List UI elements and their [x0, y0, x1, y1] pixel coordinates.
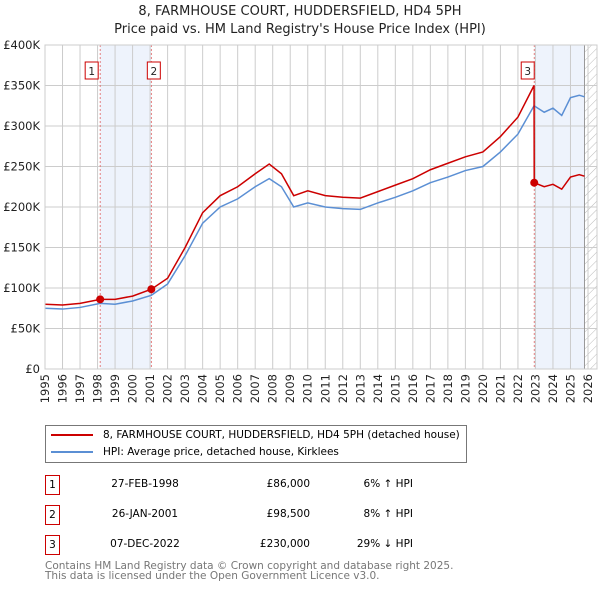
- y-tick-label: £400K: [3, 38, 40, 52]
- transaction-row: 3 07-DEC-2022 £230,000 29% ↓ HPI: [45, 535, 445, 555]
- x-tick-label: 2011: [318, 374, 332, 403]
- chart-subtitle: Price paid vs. HM Land Registry's House …: [114, 22, 486, 37]
- x-tick-label: 2006: [231, 374, 245, 403]
- x-tick-label: 2018: [441, 374, 455, 403]
- sale-price: £86,000: [266, 478, 310, 490]
- x-tick-label: 2008: [266, 374, 280, 403]
- legend-swatch: [51, 451, 93, 453]
- x-tick-label: 2019: [458, 374, 472, 403]
- y-tick-label: £350K: [3, 79, 40, 93]
- footer-licence: This data is licensed under the Open Gov…: [45, 570, 380, 582]
- sale-marker-badge: 3: [45, 535, 60, 555]
- sale-point: [96, 295, 105, 304]
- sale-date: 26-JAN-2001: [111, 508, 179, 520]
- y-tick-label: £100K: [3, 281, 40, 295]
- sale-marker-label: 1: [88, 66, 95, 78]
- y-tick-label: £50K: [11, 322, 41, 336]
- sale-date: 27-FEB-1998: [111, 478, 179, 490]
- chart-title: 8, FARMHOUSE COURT, HUDDERSFIELD, HD4 5P…: [138, 4, 462, 19]
- sale-price: £230,000: [259, 538, 310, 550]
- x-tick-label: 2000: [126, 374, 140, 403]
- sale-marker-badge: 2: [45, 505, 60, 525]
- x-tick-label: 2021: [493, 374, 507, 403]
- sale-marker-box: [520, 61, 535, 80]
- x-tick-label: 2002: [161, 374, 175, 403]
- sale-marker-badge: 1: [45, 475, 60, 495]
- x-tick-label: 2023: [528, 374, 542, 403]
- sale-hpi-diff: 8% ↑ HPI: [363, 508, 413, 520]
- y-tick-label: £150K: [3, 241, 40, 255]
- x-tick-label: 1996: [56, 374, 70, 403]
- x-tick-label: 2013: [353, 374, 367, 403]
- legend-item-property: 8, FARMHOUSE COURT, HUDDERSFIELD, HD4 5P…: [51, 427, 460, 443]
- x-tick-label: 2017: [423, 374, 437, 403]
- x-tick-label: 2016: [406, 374, 420, 403]
- x-tick-label: 2025: [563, 374, 577, 403]
- x-tick-label: 2015: [388, 374, 402, 403]
- y-tick-label: £300K: [3, 119, 40, 133]
- chart: 1995 1996 1997 1998 1999 2000 2001 2002 2003 2004…: [3, 38, 598, 403]
- hpi-line: [44, 94, 585, 310]
- sale-hpi-diff: 29% ↓ HPI: [356, 538, 413, 550]
- x-tick-label: 2022: [511, 374, 525, 403]
- y-tick-label: £200K: [3, 200, 40, 214]
- x-tick-label: 2004: [196, 374, 210, 403]
- x-tick-label: 2010: [301, 374, 315, 403]
- x-tick-label: 2009: [283, 374, 297, 403]
- x-tick-label: 1995: [38, 374, 52, 403]
- sale-price: £98,500: [266, 508, 310, 520]
- footer: Contains HM Land Registry data © Crown c…: [45, 560, 454, 582]
- x-tick-label: 1998: [91, 374, 105, 403]
- legend-swatch: [51, 434, 93, 436]
- x-tick-label: 2026: [581, 374, 595, 403]
- x-tick-label: 2014: [371, 374, 385, 403]
- x-tick-label: 1997: [73, 374, 87, 403]
- x-tick-label: 2012: [336, 374, 350, 403]
- legend: 8, FARMHOUSE COURT, HUDDERSFIELD, HD4 5P…: [45, 425, 467, 463]
- sale-date: 07-DEC-2022: [110, 538, 180, 550]
- sale-hpi-diff: 6% ↑ HPI: [363, 478, 413, 490]
- x-tick-label: 2024: [546, 374, 560, 403]
- x-tick-label: 2007: [248, 374, 262, 403]
- legend-item-hpi: HPI: Average price, detached house, Kirk…: [51, 444, 339, 460]
- footer-copyright: Contains HM Land Registry data © Crown c…: [45, 560, 454, 572]
- y-tick-label: £0: [25, 362, 40, 376]
- transaction-row: 2 26-JAN-2001 £98,500 8% ↑ HPI: [45, 505, 445, 525]
- plot-border: [44, 44, 598, 370]
- x-tick-label: 2020: [476, 374, 490, 403]
- legend-label: 8, FARMHOUSE COURT, HUDDERSFIELD, HD4 5P…: [103, 429, 460, 441]
- sale-marker-label: 3: [524, 66, 531, 78]
- sale-marker-box: [146, 61, 161, 80]
- sale-marker-label: 2: [150, 66, 157, 78]
- legend-label: HPI: Average price, detached house, Kirk…: [103, 446, 339, 458]
- y-tick-label: £250K: [3, 160, 40, 174]
- sale-point: [530, 178, 539, 187]
- x-tick-label: 1999: [108, 374, 122, 403]
- x-tick-label: 2001: [143, 374, 157, 403]
- transaction-row: 1 27-FEB-1998 £86,000 6% ↑ HPI: [45, 475, 445, 495]
- sale-marker-box: [84, 61, 99, 80]
- sale-point: [147, 285, 156, 294]
- x-tick-label: 2003: [178, 374, 192, 403]
- x-tick-label: 2005: [213, 374, 227, 403]
